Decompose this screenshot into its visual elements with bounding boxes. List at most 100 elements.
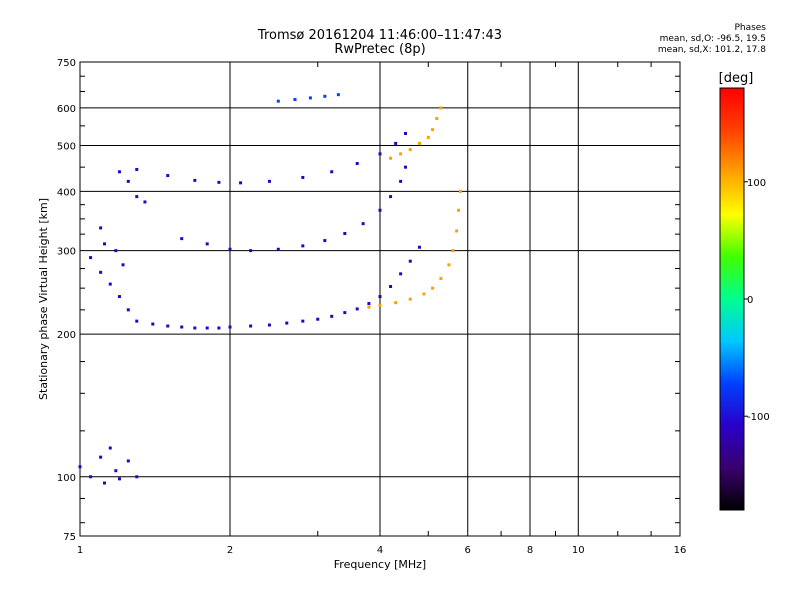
data-point [99,455,103,459]
data-point [108,446,112,450]
series-o-trace-400-km [135,131,407,185]
y-tick-label: 500 [57,141,76,152]
data-point [378,295,382,299]
x-tick-label: 8 [527,545,533,556]
data-point [367,302,371,306]
x-tick-label: 1 [77,545,83,556]
data-point [293,98,297,102]
x-tick-label: 6 [465,545,471,556]
axis-ticks: 1 2 4 6 8 10 16 75 100 200 300 400 500 600 750 [57,58,686,556]
y-tick-label: 750 [57,58,76,69]
data-point [389,195,393,199]
data-point [228,325,232,329]
data-point [121,263,125,267]
data-point [78,465,82,469]
data-point [408,259,412,263]
data-point [422,292,426,296]
data-point [193,178,197,182]
chart-title: Tromsø 20161204 11:46:00–11:47:43 [257,28,503,43]
phase-legend-heading: Phases [734,23,766,33]
data-point [114,249,118,253]
data-point [89,256,93,260]
data-point [143,200,147,204]
data-point [301,244,305,248]
colorbar-tick-label: 0 [747,295,753,306]
data-point [249,324,253,328]
data-point [193,326,197,330]
data-point [285,321,289,325]
data-point [239,181,243,185]
data-point [114,469,118,473]
series-x-trace-f1 [367,189,462,309]
data-point [355,162,359,166]
data-point [408,297,412,301]
data-point [151,322,155,326]
data-point [180,237,184,241]
colorbar-gradient [719,87,745,511]
series-o-trace-620-km [276,93,340,103]
colorbar-tick-label: -100 [747,412,770,423]
series-x-trace-upper [389,106,443,160]
data-point [389,285,393,289]
series-o-trace-f2-2-hop [180,165,407,253]
y-tick-label: 300 [57,247,76,258]
data-point [276,99,280,103]
x-tick-label: 2 [227,545,233,556]
data-point [343,232,347,236]
data-point [399,272,403,276]
y-axis-label: Stationary phase Virtual Height [km] [37,198,50,400]
data-point [103,481,107,485]
series-echoes-100-km [78,446,139,485]
data-point [330,314,334,318]
data-point [447,263,451,267]
data-point [135,319,139,323]
data-point [316,317,320,321]
data-point [99,226,103,230]
data-point [355,307,359,311]
data-point [403,165,407,169]
data-point [308,96,312,100]
data-point [394,141,398,145]
data-point [403,131,407,135]
x-tick-label: 4 [377,545,383,556]
data-points [78,93,462,485]
y-tick-label: 600 [57,104,76,115]
y-tick-label: 100 [57,473,76,484]
data-point [276,247,280,251]
data-point [330,170,334,174]
data-point [455,229,459,233]
data-point [417,141,421,145]
grid-lines [80,62,680,536]
phase-legend-o: mean, sd,O: -96.5, 19.5 [659,34,766,44]
data-point [103,242,107,246]
data-point [389,156,393,160]
data-point [417,245,421,249]
x-tick-label: 16 [674,545,687,556]
data-point [205,242,209,246]
data-point [108,282,112,286]
data-point [399,179,403,183]
data-point [301,175,305,179]
data-point [301,319,305,323]
data-point [126,459,130,463]
data-point [426,135,430,139]
data-point [458,189,462,193]
data-point [367,305,371,309]
series-spread-f-low [89,170,147,312]
y-tick-label: 400 [57,187,76,198]
data-point [135,475,139,479]
data-point [378,208,382,212]
data-point [431,128,435,132]
data-point [249,249,253,253]
data-point [435,116,439,120]
data-point [117,295,121,299]
data-point [267,179,271,183]
data-point [439,277,443,281]
data-point [126,179,130,183]
chart-subtitle: RwPretec (8p) [334,42,426,57]
data-point [343,311,347,315]
data-point [378,303,382,307]
x-tick-label: 10 [572,545,585,556]
colorbar-tick-label: 100 [747,178,766,189]
